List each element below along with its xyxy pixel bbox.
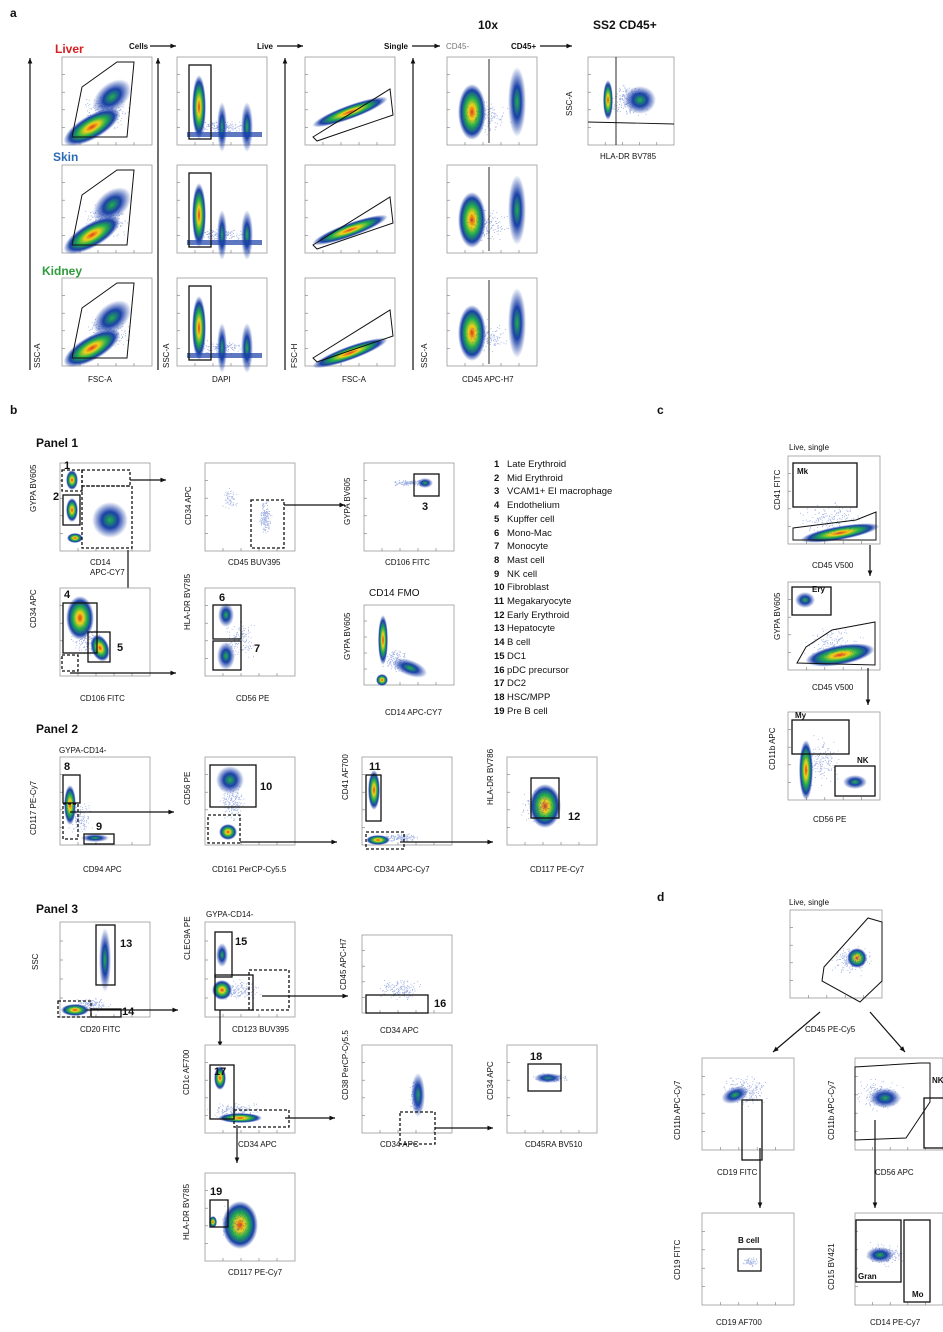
- legend-number: 2: [494, 472, 500, 484]
- tissue-liver: Liver: [55, 42, 84, 56]
- legend-item: 17 DC2: [494, 677, 612, 691]
- header-10x: 10x: [478, 18, 499, 32]
- d-live-single: Live, single: [789, 898, 830, 907]
- legend-item: 4 Endothelium: [494, 499, 612, 513]
- gate-label-live: Live: [257, 42, 274, 51]
- legend-number: 1: [494, 459, 500, 470]
- legend-label: pDC precursor: [507, 664, 569, 676]
- legend-label: Late Erythroid: [507, 459, 567, 470]
- legend-item: 2 Mid Erythroid: [494, 472, 612, 486]
- legend-label: Pre B cell: [507, 705, 548, 717]
- legend-number: 10: [494, 582, 505, 594]
- legend-item: 7 Monocyte: [494, 540, 612, 554]
- gate-label-cd45pos: CD45+: [511, 42, 537, 51]
- legend-label: VCAM1+ EI macrophage: [507, 486, 613, 498]
- legend-item: 3 VCAM1+ EI macrophage: [494, 485, 612, 499]
- legend-number: 19: [494, 705, 505, 717]
- legend-label: HSC/MPP: [507, 691, 551, 703]
- gate-label-single: Single: [384, 42, 409, 51]
- legend-number: 15: [494, 650, 505, 662]
- legend-label: Mast cell: [507, 554, 545, 566]
- legend-number: 9: [494, 568, 500, 580]
- legend-label: Hepatocyte: [507, 623, 556, 635]
- panel-letter-d: d: [657, 890, 665, 904]
- legend-number: 17: [494, 678, 505, 690]
- tissue-kidney: Kidney: [42, 264, 83, 278]
- legend-label: DC2: [507, 678, 527, 690]
- axis-ssc-a-3: SSC-A: [420, 343, 429, 368]
- legend-number: 6: [494, 527, 500, 539]
- cell-type-legend: 1 Late Erythroid 2 Mid Erythroid 3 VCAM1+ EI …: [494, 458, 612, 718]
- legend-item: 18 HSC/MPP: [494, 691, 612, 705]
- legend-item: 6 Mono-Mac: [494, 527, 612, 541]
- legend-item: 8 Mast cell: [494, 554, 612, 568]
- legend-item: 14 B cell: [494, 636, 612, 650]
- panel2-title: Panel 2: [36, 722, 79, 736]
- legend-label: NK cell: [507, 568, 538, 580]
- legend-number: 14: [494, 637, 505, 649]
- gate-label-cells: Cells: [129, 42, 149, 51]
- cd14-fmo-label: CD14 FMO: [369, 588, 420, 599]
- pct-liver: 15.1% +/- 6.0: [491, 61, 533, 68]
- legend-label: B cell: [507, 637, 531, 649]
- legend-label: Mid Erythroid: [507, 472, 563, 484]
- axis-ssc-a-4: SSC-A: [565, 91, 574, 116]
- gypa-cd14-neg-label-2: GYPA-CD14-: [206, 910, 254, 919]
- legend-number: 5: [494, 513, 500, 525]
- panel-letter-a: a: [10, 6, 17, 20]
- gypa-cd14-neg-label-1: GYPA-CD14-: [59, 746, 107, 755]
- axis-cd45-apc-h7: CD45 APC-H7: [462, 375, 514, 384]
- axis-fsc-a-2: FSC-A: [342, 375, 366, 384]
- legend-number: 16: [494, 664, 505, 676]
- pct-kidney: 4.7% +/- 2.7: [493, 287, 531, 294]
- gate-label-cd45neg: CD45-: [446, 42, 470, 51]
- c-live-single: Live, single: [789, 443, 830, 452]
- legend-item: 9 NK cell: [494, 568, 612, 582]
- panel3-title: Panel 3: [36, 902, 79, 916]
- axis-fsc-h: FSC-H: [290, 343, 299, 368]
- legend-item: 15 DC1: [494, 650, 612, 664]
- axis-fsc-a-1: FSC-A: [88, 375, 112, 384]
- legend-number: 18: [494, 691, 505, 703]
- legend-item: 5 Kupffer cell: [494, 513, 612, 527]
- legend-item: 1 Late Erythroid: [494, 458, 612, 472]
- pct-skin: 3.9% +/- 2.5: [493, 172, 531, 179]
- legend-number: 11: [494, 596, 505, 608]
- legend-label: DC1: [507, 650, 527, 662]
- tissue-skin: Skin: [53, 150, 79, 164]
- axis-ssc-a-1: SSC-A: [33, 343, 42, 368]
- legend-label: Mono-Mac: [507, 527, 552, 539]
- panel1-title: Panel 1: [36, 436, 79, 450]
- legend-label: Megakaryocyte: [507, 596, 572, 608]
- panel-letter-c: c: [657, 403, 664, 417]
- legend-number: 3: [494, 486, 500, 498]
- legend-item: 12 Early Erythroid: [494, 609, 612, 623]
- legend-label: Kupffer cell: [507, 513, 555, 525]
- legend-number: 7: [494, 541, 500, 553]
- legend-item: 13 Hepatocyte: [494, 622, 612, 636]
- legend-item: 11 Megakaryocyte: [494, 595, 612, 609]
- legend-item: 19 Pre B cell: [494, 705, 612, 719]
- axis-ssc-a-2: SSC-A: [162, 343, 171, 368]
- legend-number: 8: [494, 554, 500, 566]
- legend-number: 4: [494, 500, 500, 512]
- legend-label: Endothelium: [507, 500, 560, 512]
- panel-letter-b: b: [10, 403, 18, 417]
- legend-item: 16 pDC precursor: [494, 664, 612, 678]
- legend-label: Early Erythroid: [507, 609, 570, 621]
- legend-item: 10 Fibroblast: [494, 581, 612, 595]
- legend-label: Fibroblast: [507, 582, 549, 594]
- legend-number: 12: [494, 609, 505, 621]
- axis-hla-dr-bv785: HLA-DR BV785: [600, 152, 657, 161]
- header-ss2: SS2 CD45+: [593, 18, 657, 32]
- legend-number: 13: [494, 623, 505, 635]
- axis-dapi: DAPI: [212, 375, 231, 384]
- legend-label: Monocyte: [507, 541, 549, 553]
